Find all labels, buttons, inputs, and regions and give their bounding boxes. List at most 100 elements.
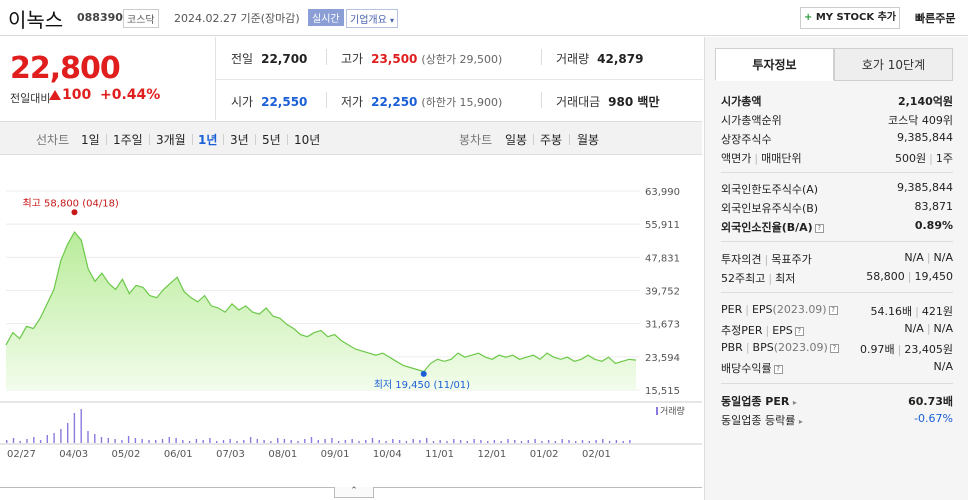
volume-bar — [121, 440, 123, 443]
x-tick-label: 02/01 — [582, 449, 611, 460]
stock-code: 088390 — [77, 11, 123, 24]
tab-ask-10[interactable]: 호가 10단계 — [834, 48, 953, 81]
y-tick-label: 23,594 — [645, 353, 680, 364]
volume-bar — [270, 441, 272, 443]
tab-1y[interactable]: 1년 — [198, 133, 218, 147]
volume-bar — [243, 440, 245, 443]
volume-bar — [432, 441, 435, 443]
volume-bar — [439, 440, 441, 443]
volume-bar — [500, 441, 502, 443]
volume-bar — [568, 440, 570, 443]
volume-bar — [453, 439, 455, 443]
quote-table: 전일 22,700 고가 23,500 (상한가 29,500) 거래량 42,879 … — [215, 37, 703, 120]
volume-bar — [561, 439, 563, 443]
foreign-hold-row: 외국인보유주식수(B) 83,871 — [721, 200, 953, 215]
change-value: 100 — [49, 87, 91, 103]
help-icon[interactable]: ? — [828, 306, 838, 315]
volume-bar — [392, 439, 394, 443]
tab-weekly[interactable]: 주봉 — [540, 133, 563, 147]
volume-bar — [419, 440, 421, 443]
volume-bar — [161, 439, 164, 443]
volume-bar — [487, 441, 489, 443]
volume-bar — [575, 441, 577, 443]
x-tick-label: 10/04 — [373, 449, 402, 460]
investment-info-panel: 투자정보 호가 10단계 시가총액 2,140억원 시가총액순위 코스닥 409위 … — [704, 37, 968, 500]
volume-bar — [541, 441, 543, 443]
volume-bar — [602, 439, 604, 443]
volume-bar — [324, 439, 326, 443]
volume-bar — [134, 438, 137, 443]
price-panel: 22,800 전일대비 100 +0.44% — [0, 37, 215, 120]
volume-bar — [114, 439, 116, 443]
volume-bar — [622, 441, 624, 443]
x-tick-label: 04/03 — [59, 449, 88, 460]
week52-row: 52주최고 | 최저 58,800 | 19,450 — [721, 270, 953, 285]
high-annotation: 최고 58,800 (04/18) — [22, 197, 118, 209]
tab-3y[interactable]: 3년 — [230, 133, 249, 147]
y-tick-label: 39,752 — [645, 287, 680, 298]
current-price: 22,800 — [10, 51, 121, 86]
volume-bar — [412, 439, 414, 443]
volume-bar — [155, 440, 157, 443]
volume-bar — [39, 440, 42, 443]
tab-1w[interactable]: 1주일 — [113, 133, 143, 147]
quick-order-button[interactable]: 빠른주문 — [915, 12, 956, 25]
volume-bar — [581, 440, 584, 443]
volume-bar — [127, 436, 130, 443]
change-percent: +0.44% — [100, 87, 161, 103]
tab-monthly[interactable]: 월봉 — [577, 133, 600, 147]
volume-bar — [290, 440, 292, 443]
volume-bar — [371, 438, 374, 443]
volume-bar — [26, 439, 28, 443]
volume-bar — [398, 440, 401, 443]
high-price: 고가 23,500 (상한가 29,500) — [341, 52, 503, 66]
volume-bar — [222, 440, 225, 443]
volume-bar — [378, 440, 380, 443]
tab-daily[interactable]: 일봉 — [505, 133, 528, 147]
volume-bar — [520, 441, 523, 443]
volume-bar — [202, 440, 204, 443]
volume-bar — [405, 441, 408, 443]
x-tick-label: 09/01 — [321, 449, 350, 460]
volume-bar — [80, 409, 82, 443]
realtime-button[interactable]: 실시간 — [308, 9, 344, 26]
help-icon[interactable]: ? — [814, 224, 824, 233]
collapse-chevron-icon[interactable]: ⌃ — [334, 487, 374, 498]
tab-investment-info[interactable]: 투자정보 — [715, 48, 834, 81]
est-per-row: 추정PER | EPS? N/A | N/A — [721, 322, 953, 337]
tab-3m[interactable]: 3개월 — [156, 133, 186, 147]
volume-bar — [236, 441, 238, 443]
up-triangle-icon — [49, 90, 61, 100]
volume-bar — [229, 439, 231, 443]
market-cap-rank-row: 시가총액순위 코스닥 409위 — [721, 114, 953, 127]
x-tick-label: 11/01 — [425, 449, 454, 460]
chart-tabs: 선차트 1일 1주일 3개월 1년 3년 5년 10년 봉차트 일봉 주봉 월봉 — [0, 121, 702, 155]
company-overview-button[interactable]: 기업개요 ▾ — [346, 9, 399, 28]
foreign-ratio-row: 외국인소진율(B/A)? 0.89% — [721, 219, 953, 234]
sector-change-row: 동일업종 등락률 ▸ -0.67% — [721, 412, 953, 427]
volume-bar — [466, 441, 468, 443]
x-tick-label: 02/27 — [7, 449, 36, 460]
dividend-row: 배당수익률? N/A — [721, 360, 953, 375]
help-icon[interactable]: ? — [773, 365, 783, 374]
y-tick-label: 55,911 — [645, 220, 680, 231]
tab-5y[interactable]: 5년 — [262, 133, 281, 147]
basis-date: 2024.02.27 기준(장마감) — [174, 12, 300, 25]
change-label: 전일대비 — [10, 92, 51, 105]
help-icon[interactable]: ? — [829, 344, 839, 353]
low-annotation: 최저 19,450 (11/01) — [374, 379, 470, 391]
volume: 거래량 42,879 — [556, 52, 644, 66]
tab-10y[interactable]: 10년 — [294, 133, 321, 147]
volume-bar — [19, 441, 21, 443]
volume-bar — [107, 438, 109, 443]
tab-1d[interactable]: 1일 — [81, 133, 100, 147]
foreign-limit-row: 외국인한도주식수(A) 9,385,844 — [721, 181, 953, 196]
volume-legend: 거래량 — [660, 405, 685, 417]
volume-bar — [6, 440, 8, 443]
price-chart[interactable]: 63,990 55,911 47,831 39,752 31,673 23,594 15,5… — [0, 156, 702, 486]
add-mystock-button[interactable]: + MY STOCK 추가 — [800, 7, 900, 29]
low-price: 저가 22,250 (하한가 15,900) — [341, 95, 503, 109]
x-tick-label: 01/02 — [530, 449, 559, 460]
help-icon[interactable]: ? — [794, 327, 804, 336]
chart-svg: 63,990 55,911 47,831 39,752 31,673 23,594 15,5… — [0, 187, 702, 460]
